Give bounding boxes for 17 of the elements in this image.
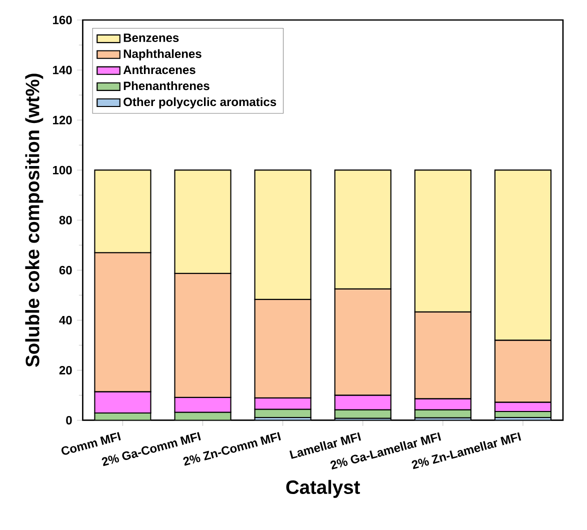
legend-label: Benzenes bbox=[124, 34, 179, 42]
legend-label: Other polycyclic aromatics bbox=[124, 98, 276, 109]
y-tick-label: 20 bbox=[59, 366, 72, 375]
y-tick-label: 160 bbox=[53, 16, 72, 24]
y-tick-label: 120 bbox=[53, 116, 72, 125]
y-tick-label: 100 bbox=[53, 166, 72, 175]
y-tick-label: 0 bbox=[66, 416, 72, 425]
y-tick-label: 40 bbox=[59, 316, 72, 325]
legend-label: Naphthalenes bbox=[124, 49, 202, 61]
y-axis-title: Soluble coke composition (wt%) bbox=[25, 74, 44, 368]
y-tick-label: 60 bbox=[59, 266, 72, 275]
x-axis-title: Catalyst bbox=[286, 480, 360, 498]
legend-label: Phenanthrenes bbox=[124, 81, 210, 90]
y-tick-label: 140 bbox=[53, 66, 72, 74]
y-tick-label: 80 bbox=[59, 216, 72, 225]
legend-label: Anthracenes bbox=[123, 65, 196, 74]
x-tick-label: Comm MFI bbox=[61, 432, 121, 455]
